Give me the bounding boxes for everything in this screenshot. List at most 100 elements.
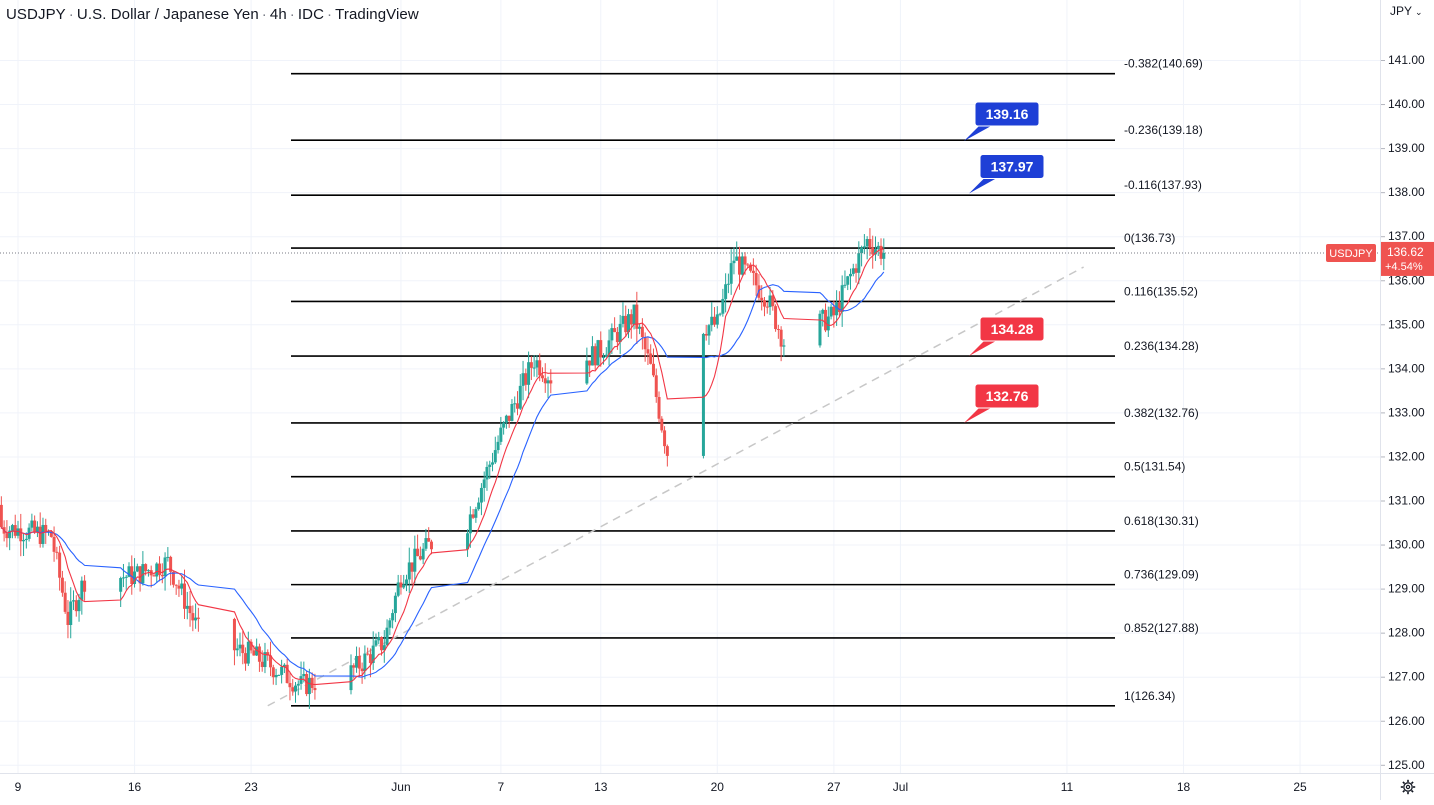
candle-up: [80, 580, 84, 600]
candle-down: [749, 264, 753, 271]
price-chart[interactable]: -0.382(140.69) -0.236(139.18) -0.116(137.9…: [0, 0, 1380, 773]
candle-down: [257, 646, 261, 662]
candle-up: [277, 674, 281, 676]
candle-down: [60, 577, 64, 593]
candle-up: [518, 385, 522, 409]
candle-down: [837, 302, 841, 313]
candlesticks: [0, 228, 886, 709]
price-target-callouts[interactable]: 139.16 137.97 134.28 132.76: [964, 101, 1045, 423]
candle-up: [474, 509, 478, 518]
candle-down: [13, 525, 17, 536]
candle-down: [593, 346, 597, 366]
candle-up: [535, 360, 539, 368]
price-tick-label: 130.00: [1388, 538, 1425, 552]
last-price-tag: 136.62 +4.54%: [1381, 241, 1434, 276]
candle-up: [585, 360, 589, 384]
candle-up: [729, 263, 733, 284]
callout-pointer: [964, 126, 991, 142]
callout-pointer: [964, 407, 991, 423]
candle-down: [765, 306, 769, 308]
fib-level-label: 0.5(131.54): [1124, 460, 1185, 474]
callout-pointer: [969, 341, 996, 357]
candle-down: [66, 611, 70, 625]
candle-up: [246, 641, 250, 664]
candle-up: [724, 284, 728, 299]
time-axis[interactable]: 9 16 23 Jun 7 13 20 27 Jul 11 18 25: [0, 773, 1380, 800]
moving-average-fast: [0, 248, 884, 686]
price-tick-label: 132.00: [1388, 449, 1425, 463]
candle-up: [30, 520, 34, 528]
fib-level-label: 0.618(130.31): [1124, 514, 1199, 528]
price-target-callout[interactable]: 134.28: [969, 316, 1045, 357]
time-tick-label: Jun: [391, 780, 410, 794]
chart-settings-button[interactable]: [1380, 773, 1434, 800]
candle-up: [72, 600, 75, 602]
symbol-tag-box: [1326, 243, 1376, 262]
fib-level-label: 0.236(134.28): [1124, 339, 1199, 353]
candle-down: [291, 687, 295, 692]
price-target-callout[interactable]: 137.97: [969, 153, 1045, 194]
candle-down: [174, 584, 178, 586]
candle-down: [665, 446, 669, 456]
candle-up: [740, 256, 744, 275]
candle-up: [69, 601, 73, 625]
candle-up: [374, 640, 378, 646]
candle-up: [851, 268, 855, 274]
candle-up: [8, 530, 12, 539]
interval-label[interactable]: 4h: [269, 6, 287, 23]
candle-up: [388, 620, 392, 628]
candle-down: [169, 556, 173, 572]
candle-down: [49, 531, 53, 537]
candle-down: [266, 652, 270, 656]
callout-label: 134.28: [991, 321, 1034, 337]
candle-down: [507, 415, 511, 421]
candle-up: [393, 595, 397, 614]
candle-up: [391, 613, 395, 621]
candle-up: [860, 247, 864, 254]
price-change-percent: +4.54%: [1385, 261, 1423, 273]
candle-up: [282, 664, 286, 667]
price-axis[interactable]: 141.00 140.00 139.00 138.00 137.00 136.00 135.…: [1380, 0, 1434, 773]
currency-selector[interactable]: JPY ⌄: [1390, 4, 1423, 18]
candle-up: [127, 566, 131, 577]
candle-down: [543, 378, 547, 384]
candle-up: [768, 295, 772, 308]
candle-down: [615, 332, 619, 343]
candle-up: [496, 441, 500, 451]
candle-up: [510, 404, 514, 421]
candle-up: [163, 557, 167, 577]
candle-up: [632, 304, 636, 325]
candle-up: [124, 576, 128, 578]
candle-up: [493, 450, 497, 463]
trendline[interactable]: [267, 266, 1084, 707]
candle-up: [238, 644, 242, 649]
price-tick-label: 135.00: [1388, 317, 1425, 331]
symbol-name[interactable]: USDJPY: [6, 6, 66, 23]
candle-up: [302, 673, 306, 677]
candle-down: [399, 582, 403, 588]
last-price-value: 136.62: [1387, 245, 1424, 259]
candle-down: [269, 655, 273, 668]
candle-up: [16, 528, 20, 536]
chart-canvas[interactable]: -0.382(140.69) -0.236(139.18) -0.116(137.9…: [0, 0, 1380, 773]
candle-up: [402, 584, 406, 588]
candle-up: [235, 648, 239, 651]
candle-down: [746, 264, 750, 266]
candle-up: [732, 260, 736, 264]
candle-up: [307, 677, 311, 695]
price-target-callout[interactable]: 139.16: [964, 101, 1040, 142]
fib-level-label: -0.382(140.69): [1124, 57, 1203, 71]
price-target-callout[interactable]: 132.76: [964, 383, 1040, 423]
time-tick-label: 9: [15, 780, 22, 794]
candle-down: [704, 333, 708, 336]
fib-level-label: 0.736(129.09): [1124, 568, 1199, 582]
callout-box: [974, 383, 1040, 409]
candle-down: [183, 583, 186, 609]
candle-up: [10, 525, 14, 531]
fib-level-label: 0.382(132.76): [1124, 406, 1199, 420]
candle-down: [832, 306, 836, 316]
candle-up: [618, 323, 622, 343]
candle-up: [263, 652, 267, 668]
candle-down: [774, 306, 778, 330]
fibonacci-extension[interactable]: -0.382(140.69) -0.236(139.18) -0.116(137.9…: [291, 57, 1203, 707]
